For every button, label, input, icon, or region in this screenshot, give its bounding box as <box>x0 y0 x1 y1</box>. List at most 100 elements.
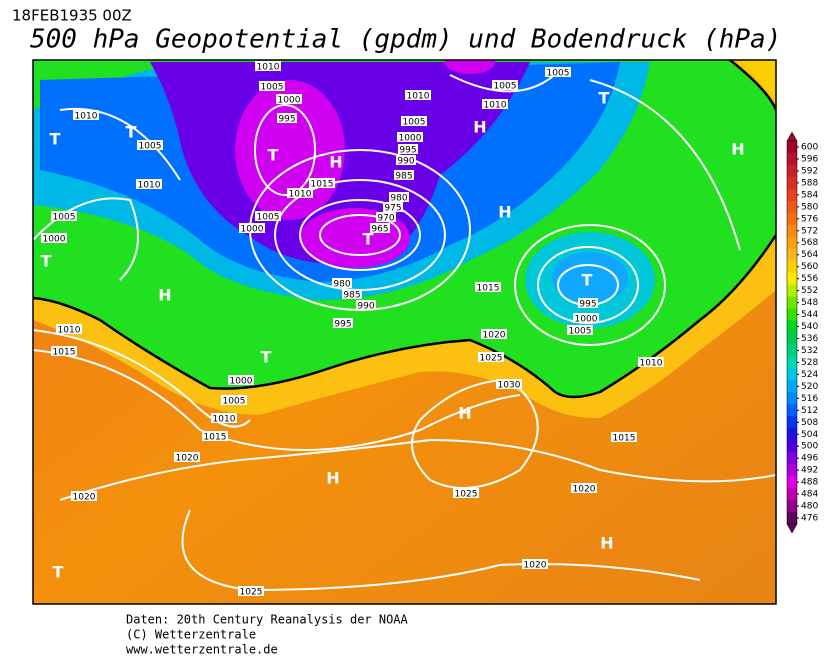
isobar-label: 1025 <box>480 354 503 364</box>
isobar-label: 1005 <box>261 83 284 93</box>
isobar-label: 1020 <box>73 493 96 503</box>
colorbar-swatch <box>787 452 797 465</box>
isobar-label-bg <box>482 99 508 109</box>
colorbar-swatch <box>787 356 797 369</box>
isobar-label-bg <box>401 116 427 126</box>
isobar-label: 1030 <box>498 381 521 391</box>
isobar-label: 1000 <box>230 377 253 387</box>
pressure-center: T <box>50 130 61 149</box>
isobar-label-bg <box>492 80 518 90</box>
isobar-label-bg <box>51 211 77 221</box>
isobar-label-bg <box>571 483 597 493</box>
colorbar-swatch <box>787 200 797 214</box>
isobar-label: 995 <box>579 300 596 310</box>
isobar-label: 1015 <box>477 284 500 294</box>
map-field: 1010100510009951010100510101005100010101… <box>33 60 776 604</box>
isobar-label-bg <box>475 282 501 292</box>
colorbar-tick-label: 560 <box>801 262 818 272</box>
isobar-label: 995 <box>278 115 295 125</box>
colorbar-arrow-top <box>786 131 798 142</box>
isobar-label: 985 <box>395 172 412 182</box>
isobar-label-bg <box>276 94 302 104</box>
colorbar: 600 596 592 588 584 580 576 572 568 564 560 556 552 5… <box>786 131 818 534</box>
isobar-label: 985 <box>343 291 360 301</box>
isobar <box>514 224 666 346</box>
colorbar-swatch <box>787 404 797 417</box>
colorbar-swatch <box>787 296 797 310</box>
isobar-label-bg <box>51 346 77 356</box>
colorbar-tick-label: 536 <box>801 334 818 344</box>
isobar-label: 1005 <box>569 327 592 337</box>
colorbar-tick-label: 540 <box>801 322 818 332</box>
colorbar-swatch <box>787 236 797 250</box>
field-blue-low <box>552 252 628 304</box>
colorbar-tick-label: 492 <box>801 466 818 476</box>
isobar-label-bg <box>211 413 237 423</box>
isobar-label-bg <box>496 379 522 389</box>
pressure-center: T <box>126 123 137 142</box>
colorbar-tick-label: 592 <box>801 166 818 176</box>
pressure-center: H <box>329 153 342 172</box>
colorbar-tick-label: 520 <box>801 382 818 392</box>
isobar-label-bg <box>239 223 265 233</box>
isobar-label: 1000 <box>43 235 66 245</box>
pressure-center: T <box>41 252 52 271</box>
isobar-label-bg <box>73 110 99 120</box>
isobar-label-bg <box>333 318 353 328</box>
colorbar-arrow-bottom <box>786 523 798 534</box>
isobar-label: 1010 <box>484 101 507 111</box>
colorbar-tick-label: 600 <box>801 142 818 152</box>
isobar-label-bg <box>481 329 507 339</box>
isobar-label-bg <box>255 211 281 221</box>
isobar-label-bg <box>396 155 416 165</box>
isobar <box>319 214 401 256</box>
colorbar-tick-label: 548 <box>801 298 818 308</box>
colorbar-tick-label: 516 <box>801 394 818 404</box>
colorbar-tick-label: 576 <box>801 214 818 224</box>
isobar-label-bg <box>478 352 504 362</box>
colorbar-swatch <box>787 284 797 298</box>
colorbar-swatch <box>787 332 797 345</box>
colorbar-swatch <box>787 476 797 489</box>
colorbar-swatch <box>787 141 797 154</box>
isobar-label-bg <box>56 324 82 334</box>
colorbar-swatch <box>787 344 797 357</box>
isobar-label: 1020 <box>573 485 596 495</box>
isobar-label: 1005 <box>547 69 570 79</box>
colorbar-tick-label: 528 <box>801 358 818 368</box>
boundary-line <box>33 60 776 399</box>
isobar-label: 1010 <box>58 326 81 336</box>
isobar-label: 1005 <box>53 213 76 223</box>
isobar-label: 1005 <box>257 213 280 223</box>
colorbar-tick-label: 488 <box>801 478 818 488</box>
isobars <box>33 69 776 592</box>
colorbar-swatch <box>787 368 797 381</box>
colorbar-swatch <box>787 416 797 429</box>
isobar-label: 1020 <box>524 561 547 571</box>
colorbar-tick-label: 524 <box>801 370 818 380</box>
colorbar-swatch <box>787 464 797 477</box>
isobar-label-bg <box>573 313 599 323</box>
colorbar-tick-label: 500 <box>801 442 818 452</box>
pressure-center: H <box>600 534 613 553</box>
isobar-label: 975 <box>384 204 401 214</box>
isobar-label: 980 <box>390 194 407 204</box>
pressure-center: H <box>158 286 171 305</box>
isobar-label-bg <box>309 178 335 188</box>
map-title: 500 hPa Geopotential (gpdm) und Bodendru… <box>30 25 781 55</box>
isobar-label-bg <box>405 90 431 100</box>
colorbar-swatch <box>787 188 797 202</box>
isobar <box>33 69 741 281</box>
colorbar-tick-label: 544 <box>801 310 818 320</box>
colorbar-swatch <box>787 248 797 262</box>
pressure-center: T <box>261 348 272 367</box>
isobar-label-bg <box>578 298 598 308</box>
colorbar-tick-label: 556 <box>801 274 818 284</box>
colorbar-swatch <box>787 176 797 190</box>
pressure-center: T <box>582 271 593 290</box>
isobar-label: 1005 <box>223 397 246 407</box>
isobar-label-bg <box>545 67 571 77</box>
isobar-label: 1005 <box>139 142 162 152</box>
pressure-center: T <box>53 563 64 582</box>
